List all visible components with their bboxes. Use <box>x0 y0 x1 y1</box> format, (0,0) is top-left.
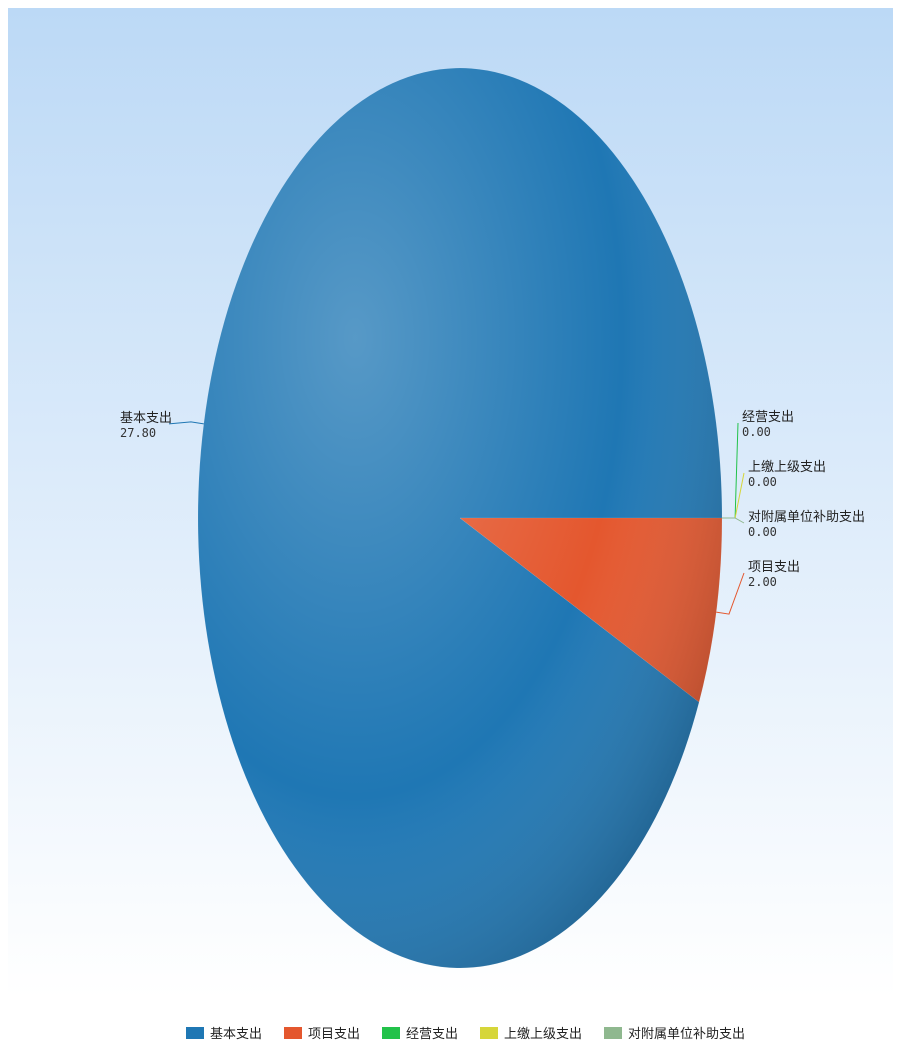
slice-label-value: 27.80 <box>120 426 156 440</box>
legend-swatch <box>382 1027 400 1039</box>
legend-swatch <box>480 1027 498 1039</box>
leader-line-series-0 <box>168 421 204 425</box>
legend-label: 项目支出 <box>308 1027 360 1042</box>
legend-item-series-3[interactable]: 上缴上级支出 <box>480 1027 582 1042</box>
legend: 基本支出 项目支出 经营支出 上缴上级支出 对附属单位补助支出 <box>186 1027 745 1042</box>
slice-label-value: 0.00 <box>748 525 777 539</box>
leader-lines <box>168 421 745 615</box>
legend-label: 基本支出 <box>210 1027 262 1042</box>
slice-label-value: 0.00 <box>748 475 777 489</box>
legend-item-series-1[interactable]: 项目支出 <box>284 1027 360 1042</box>
slice-label-value: 2.00 <box>748 575 777 589</box>
legend-item-series-2[interactable]: 经营支出 <box>382 1027 458 1042</box>
slice-label-name: 对附属单位补助支出 <box>748 510 865 525</box>
legend-item-series-4[interactable]: 对附属单位补助支出 <box>604 1027 745 1042</box>
legend-swatch <box>604 1027 622 1039</box>
slice-label-name: 上缴上级支出 <box>748 460 826 475</box>
legend-swatch <box>284 1027 302 1039</box>
slice-label-name: 项目支出 <box>748 560 800 575</box>
legend-label: 经营支出 <box>406 1027 458 1042</box>
slice-labels: 经营支出0.00上缴上级支出0.00对附属单位补助支出0.00项目支出2.00基… <box>120 410 865 589</box>
pie-shading <box>198 68 722 968</box>
slice-label-name: 经营支出 <box>742 410 794 425</box>
leader-line-series-1 <box>716 572 745 615</box>
legend-label: 对附属单位补助支出 <box>628 1027 745 1042</box>
legend-swatch <box>186 1027 204 1039</box>
leader-line-series-4 <box>722 517 745 524</box>
slice-label-value: 0.00 <box>742 425 771 439</box>
legend-label: 上缴上级支出 <box>504 1027 582 1042</box>
legend-item-series-0[interactable]: 基本支出 <box>186 1027 262 1042</box>
slice-label-name: 基本支出 <box>120 411 172 426</box>
